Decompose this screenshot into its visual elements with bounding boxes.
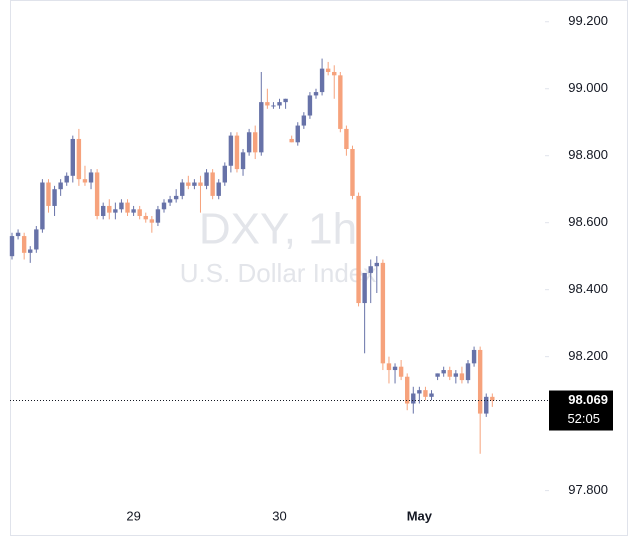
- candle-body: [137, 209, 142, 216]
- candle-body: [161, 202, 167, 210]
- candle-body: [471, 349, 477, 364]
- candle-body: [28, 249, 33, 253]
- candle-body: [259, 102, 264, 153]
- y-tick-label: 98.400: [568, 281, 608, 296]
- price-label-box: [549, 390, 613, 431]
- candle-body: [9, 236, 15, 257]
- candle-body: [459, 373, 465, 381]
- candle-body: [143, 215, 148, 220]
- x-tick-label: 30: [272, 508, 286, 523]
- candle-body: [265, 102, 270, 106]
- candle-body: [490, 396, 495, 401]
- candle-body: [52, 189, 57, 206]
- y-tick-label: 98.800: [568, 147, 608, 162]
- candle-body: [435, 373, 440, 377]
- candle-body: [289, 138, 294, 143]
- candle-body: [125, 202, 130, 213]
- x-tick-label: 29: [126, 508, 140, 523]
- candle-body: [344, 128, 349, 150]
- candle-body: [234, 135, 240, 170]
- candle-body: [70, 138, 75, 176]
- candle-body: [131, 209, 136, 213]
- candle-body: [40, 182, 45, 230]
- candle-body: [88, 172, 94, 183]
- candle-body: [374, 262, 379, 267]
- y-tick-label: 99.200: [568, 13, 608, 28]
- candle-body: [417, 390, 422, 394]
- candle-body: [113, 209, 118, 213]
- watermark-title: DXY, 1h: [199, 205, 357, 254]
- candle-body: [350, 149, 355, 196]
- candle-body: [180, 182, 185, 196]
- candle-body: [94, 172, 100, 216]
- candle-body: [82, 179, 88, 183]
- candle-body: [411, 393, 416, 404]
- candle-body: [319, 68, 325, 93]
- candle-body: [155, 209, 161, 223]
- candle-body: [64, 175, 69, 183]
- candle-body: [216, 182, 221, 196]
- candle-body: [253, 132, 258, 153]
- candle-body: [186, 182, 191, 186]
- candle-body: [246, 132, 252, 153]
- candle-body: [210, 172, 215, 196]
- candle-body: [204, 172, 209, 186]
- candle-body: [405, 376, 410, 404]
- candle-body: [325, 68, 331, 72]
- candle-body: [380, 262, 386, 364]
- candle-body: [107, 205, 112, 213]
- candle-body: [429, 393, 434, 397]
- candle-body: [76, 138, 82, 180]
- candle-body: [332, 71, 337, 76]
- candle-body: [271, 105, 276, 107]
- candle-body: [301, 115, 307, 126]
- candle-body: [283, 98, 288, 103]
- candle-body: [198, 182, 203, 186]
- candle-body: [173, 195, 179, 200]
- price-label: 98.069: [568, 392, 608, 407]
- candle-body: [15, 232, 21, 237]
- watermark-subtitle: U.S. Dollar Index: [180, 258, 377, 288]
- candle-body: [192, 182, 197, 186]
- candle-body: [277, 102, 282, 106]
- candle-body: [447, 370, 452, 377]
- candle-body: [313, 92, 319, 96]
- candle-body: [362, 272, 367, 304]
- countdown-label: 52:05: [567, 411, 600, 426]
- candle-body: [356, 195, 361, 304]
- candle-body: [58, 182, 63, 190]
- candle-body: [46, 182, 51, 206]
- candle-body: [21, 236, 27, 253]
- candle-body: [240, 152, 246, 170]
- candle-body: [167, 199, 173, 203]
- candle-body: [34, 229, 39, 250]
- candle-body: [386, 363, 392, 371]
- candle-body: [477, 349, 483, 414]
- candle-body: [338, 75, 343, 129]
- candle-body: [101, 205, 106, 216]
- candle-body: [222, 165, 227, 183]
- candle-body: [484, 396, 489, 414]
- candle-body: [368, 266, 373, 273]
- candle-body: [398, 366, 404, 377]
- candle-body: [423, 390, 428, 397]
- candle-body: [441, 370, 446, 374]
- candle-body: [392, 366, 398, 371]
- y-tick-label: 97.800: [568, 482, 608, 497]
- candle-body: [119, 202, 124, 210]
- y-tick-label: 98.600: [568, 214, 608, 229]
- candle-body: [453, 373, 459, 377]
- candle-body: [149, 219, 155, 223]
- candle-body: [228, 135, 234, 166]
- y-tick-label: 99.000: [568, 80, 608, 95]
- candle-body: [307, 95, 313, 116]
- candle-body: [465, 363, 471, 381]
- chart-frame: [10, 0, 628, 536]
- y-tick-label: 98.200: [568, 348, 608, 363]
- candle-body: [295, 125, 300, 143]
- x-tick-label: May: [407, 508, 433, 523]
